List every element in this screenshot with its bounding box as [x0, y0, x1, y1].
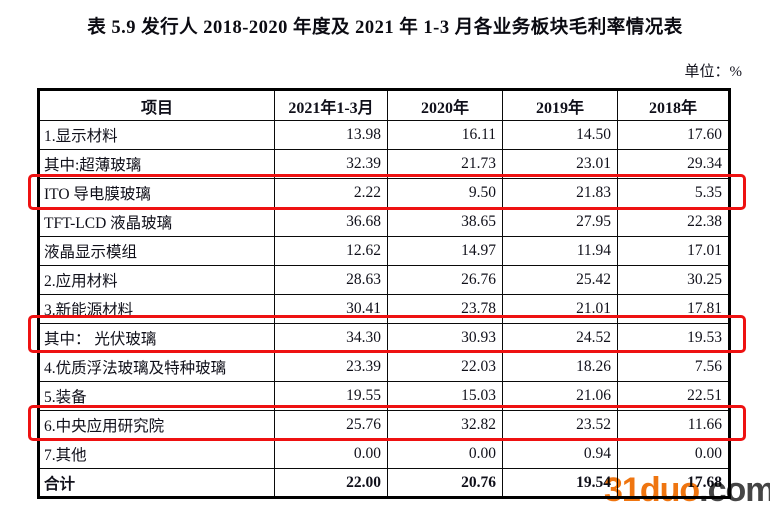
- cell-value: 16.11: [387, 120, 503, 150]
- row-label: 其中:超薄玻璃: [38, 149, 275, 179]
- table-row-display-materials: 1.显示材料 13.98 16.11 14.50 17.60: [38, 120, 730, 150]
- header-2020: 2020年: [387, 89, 503, 121]
- cell-value: 21.06: [502, 381, 618, 411]
- cell-value: 17.68: [617, 468, 730, 498]
- cell-value: 36.68: [274, 207, 388, 237]
- row-label: 6.中央应用研究院: [38, 410, 275, 440]
- cell-value: 24.52: [502, 323, 618, 353]
- row-label: 7.其他: [38, 439, 275, 469]
- table-row-ultrathin-glass: 其中:超薄玻璃 32.39 21.73 23.01 29.34: [38, 149, 730, 179]
- cell-value: 15.03: [387, 381, 503, 411]
- cell-value: 13.98: [274, 120, 388, 150]
- cell-value: 22.03: [387, 352, 503, 382]
- gross-margin-table: 项目 2021年1-3月 2020年 2019年 2018年 1.显示材料 13…: [37, 88, 731, 499]
- cell-value: 14.97: [387, 236, 503, 266]
- cell-value: 23.39: [274, 352, 388, 382]
- row-label: ITO 导电膜玻璃: [38, 178, 275, 208]
- unit-label: 单位：%: [684, 64, 743, 80]
- cell-value: 0.00: [387, 439, 503, 469]
- table-row-pv-glass: 其中： 光伏玻璃 34.30 30.93 24.52 19.53: [38, 323, 730, 353]
- cell-value: 0.94: [502, 439, 618, 469]
- cell-value: 17.81: [617, 294, 730, 324]
- header-2021q1: 2021年1-3月: [274, 89, 388, 121]
- watermark-logo: 31duo.com: [604, 471, 770, 510]
- table-row-new-energy-materials: 3.新能源材料 30.41 23.78 21.01 17.81: [38, 294, 730, 324]
- cell-value: 23.01: [502, 149, 618, 179]
- cell-value: 21.73: [387, 149, 503, 179]
- cell-value: 5.35: [617, 178, 730, 208]
- cell-value: 27.95: [502, 207, 618, 237]
- cell-value: 30.93: [387, 323, 503, 353]
- table-row-total: 合计 22.00 20.76 19.54 17.68: [38, 468, 730, 498]
- row-label: 5.装备: [38, 381, 275, 411]
- row-label: 4.优质浮法玻璃及特种玻璃: [38, 352, 275, 382]
- cell-value: 19.55: [274, 381, 388, 411]
- cell-value: 23.78: [387, 294, 503, 324]
- watermark-suffix: .com: [699, 471, 770, 509]
- cell-value: 22.51: [617, 381, 730, 411]
- row-label: 其中： 光伏玻璃: [38, 323, 275, 353]
- cell-value: 19.54: [502, 468, 618, 498]
- header-row: 项目 2021年1-3月 2020年 2019年 2018年: [38, 89, 730, 121]
- cell-value: 11.94: [502, 236, 618, 266]
- cell-value: 29.34: [617, 149, 730, 179]
- cell-value: 26.76: [387, 265, 503, 295]
- table-row-application-materials: 2.应用材料 28.63 26.76 25.42 30.25: [38, 265, 730, 295]
- cell-value: 38.65: [387, 207, 503, 237]
- table-row-central-research-institute: 6.中央应用研究院 25.76 32.82 23.52 11.66: [38, 410, 730, 440]
- cell-value: 25.76: [274, 410, 388, 440]
- cell-value: 11.66: [617, 410, 730, 440]
- cell-value: 0.00: [617, 439, 730, 469]
- cell-value: 18.26: [502, 352, 618, 382]
- row-label: TFT-LCD 液晶玻璃: [38, 207, 275, 237]
- cell-value: 17.01: [617, 236, 730, 266]
- cell-value: 22.00: [274, 468, 388, 498]
- table-row-lcd-module: 液晶显示模组 12.62 14.97 11.94 17.01: [38, 236, 730, 266]
- table-title: 表 5.9 发行人 2018-2020 年度及 2021 年 1-3 月各业务板…: [87, 18, 683, 38]
- cell-value: 30.41: [274, 294, 388, 324]
- cell-value: 32.39: [274, 149, 388, 179]
- cell-value: 23.52: [502, 410, 618, 440]
- cell-value: 21.83: [502, 178, 618, 208]
- cell-value: 19.53: [617, 323, 730, 353]
- row-label: 1.显示材料: [38, 120, 275, 150]
- cell-value: 21.01: [502, 294, 618, 324]
- cell-value: 20.76: [387, 468, 503, 498]
- table-row-others: 7.其他 0.00 0.00 0.94 0.00: [38, 439, 730, 469]
- header-2019: 2019年: [502, 89, 618, 121]
- header-2018: 2018年: [617, 89, 730, 121]
- cell-value: 30.25: [617, 265, 730, 295]
- watermark-brand: 31duo: [604, 471, 700, 509]
- table-row-ito-glass: ITO 导电膜玻璃 2.22 9.50 21.83 5.35: [38, 178, 730, 208]
- cell-value: 2.22: [274, 178, 388, 208]
- table-row-equipment: 5.装备 19.55 15.03 21.06 22.51: [38, 381, 730, 411]
- row-label: 合计: [38, 468, 275, 498]
- header-item: 项目: [38, 89, 275, 121]
- cell-value: 17.60: [617, 120, 730, 150]
- cell-value: 25.42: [502, 265, 618, 295]
- cell-value: 7.56: [617, 352, 730, 382]
- cell-value: 28.63: [274, 265, 388, 295]
- table-row-tft-lcd-glass: TFT-LCD 液晶玻璃 36.68 38.65 27.95 22.38: [38, 207, 730, 237]
- cell-value: 9.50: [387, 178, 503, 208]
- cell-value: 0.00: [274, 439, 388, 469]
- cell-value: 32.82: [387, 410, 503, 440]
- cell-value: 22.38: [617, 207, 730, 237]
- table-row-float-glass: 4.优质浮法玻璃及特种玻璃 23.39 22.03 18.26 7.56: [38, 352, 730, 382]
- row-label: 液晶显示模组: [38, 236, 275, 266]
- row-label: 2.应用材料: [38, 265, 275, 295]
- cell-value: 14.50: [502, 120, 618, 150]
- cell-value: 34.30: [274, 323, 388, 353]
- row-label: 3.新能源材料: [38, 294, 275, 324]
- cell-value: 12.62: [274, 236, 388, 266]
